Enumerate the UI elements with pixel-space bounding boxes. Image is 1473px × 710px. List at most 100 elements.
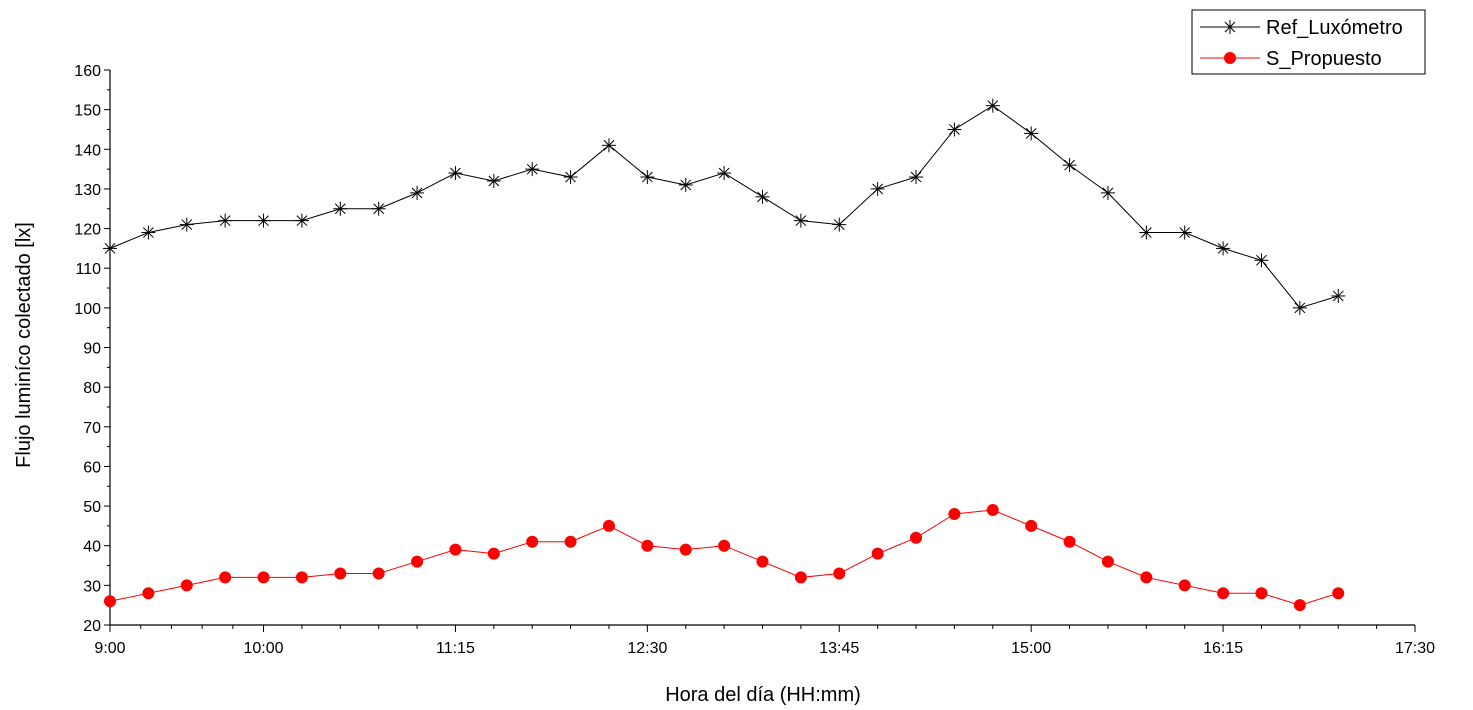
data-point xyxy=(295,571,308,584)
x-axis-title: Hora del día (HH:mm) xyxy=(665,684,861,706)
y-axis-title: Flujo luminíco colectado [lx] xyxy=(13,222,35,468)
data-point xyxy=(717,166,732,181)
y-tick-label: 110 xyxy=(75,261,101,278)
data-point xyxy=(180,579,193,592)
data-point xyxy=(334,567,347,580)
series-layer xyxy=(103,98,1346,612)
data-point xyxy=(218,213,233,228)
data-point xyxy=(486,174,501,188)
data-point xyxy=(1255,587,1268,600)
y-tick-label: 150 xyxy=(74,103,101,120)
data-point xyxy=(333,201,348,216)
data-point xyxy=(640,170,655,185)
y-tick-label: 130 xyxy=(74,182,101,199)
y-axis-ticks: 20 30 40 50 60 70 80 90 100 110 120 130 140 150 160 xyxy=(74,63,110,635)
y-tick-label: 100 xyxy=(74,301,101,318)
y-tick-label: 40 xyxy=(83,539,101,556)
legend-entry-ref-luxometro: Ref_Luxómetro xyxy=(1200,17,1403,39)
x-tick-label: 10:00 xyxy=(244,640,284,657)
data-point xyxy=(755,189,770,204)
y-tick-label: 120 xyxy=(74,222,101,239)
data-point xyxy=(1063,535,1076,548)
legend-marker-ref-luxometro xyxy=(1223,20,1237,34)
legend-asterisk-icon xyxy=(1223,20,1237,34)
data-point xyxy=(833,567,846,580)
data-point xyxy=(871,547,884,560)
data-point xyxy=(756,555,769,568)
y-tick-label: 60 xyxy=(83,459,101,476)
data-point xyxy=(794,571,807,584)
data-point xyxy=(487,547,500,560)
series-line-ref-lux-metro xyxy=(109,105,1339,309)
data-point xyxy=(410,185,425,200)
data-point xyxy=(564,535,577,548)
data-point xyxy=(526,535,539,548)
data-point xyxy=(104,595,116,608)
legend-marker-s-propuesto xyxy=(1224,52,1236,64)
data-point xyxy=(1217,587,1230,600)
data-point xyxy=(909,170,924,185)
data-point xyxy=(1024,126,1039,141)
y-tick-label: 160 xyxy=(74,63,101,80)
series-line-s-propuesto xyxy=(109,509,1339,606)
data-point xyxy=(602,519,615,532)
data-point xyxy=(1025,519,1038,532)
data-point xyxy=(679,543,692,556)
x-tick-label: 12:30 xyxy=(627,640,667,657)
data-point xyxy=(1331,288,1346,303)
data-point xyxy=(411,555,424,568)
data-point xyxy=(1139,225,1154,240)
data-point xyxy=(372,567,385,580)
data-point xyxy=(525,162,540,177)
data-point xyxy=(1100,185,1115,200)
data-point xyxy=(947,122,962,137)
data-point xyxy=(1062,158,1077,173)
data-point xyxy=(985,98,1000,113)
legend-entry-s-propuesto: S_Propuesto xyxy=(1200,48,1382,70)
series-s-propuesto xyxy=(104,504,1345,612)
data-point xyxy=(1254,253,1269,268)
data-point xyxy=(219,571,232,584)
data-point xyxy=(256,213,271,228)
data-point xyxy=(910,531,923,544)
data-point xyxy=(449,543,462,556)
data-point xyxy=(1293,599,1306,612)
data-point xyxy=(870,181,885,196)
data-point xyxy=(986,504,999,517)
data-point xyxy=(563,170,578,185)
y-tick-label: 90 xyxy=(83,341,101,358)
x-tick-label: 16:15 xyxy=(1203,640,1243,657)
data-point xyxy=(948,508,961,520)
x-tick-label: 17:30 xyxy=(1395,640,1435,657)
data-point xyxy=(371,201,386,216)
data-point xyxy=(1101,555,1114,568)
y-tick-label: 140 xyxy=(74,142,101,159)
data-point xyxy=(678,177,693,192)
data-point xyxy=(294,213,309,228)
legend-label-s-propuesto: S_Propuesto xyxy=(1266,48,1382,70)
data-point xyxy=(179,217,194,232)
data-point xyxy=(601,138,616,153)
x-axis-ticks: 9:00 10:00 11:15 12:30 13:45 15:00 16:15 17:30 xyxy=(94,625,1435,657)
y-tick-label: 80 xyxy=(83,380,101,397)
x-tick-label: 15:00 xyxy=(1011,640,1051,657)
data-point xyxy=(1178,579,1191,592)
x-tick-label: 13:45 xyxy=(819,640,859,657)
legend-label-ref-luxometro: Ref_Luxómetro xyxy=(1266,17,1403,39)
data-point xyxy=(793,213,808,228)
data-point xyxy=(1332,587,1345,600)
data-point xyxy=(1140,571,1153,584)
data-point xyxy=(103,241,117,256)
y-tick-label: 50 xyxy=(83,499,101,516)
data-point xyxy=(448,166,463,181)
legend: Ref_Luxómetro S_Propuesto xyxy=(1191,9,1426,75)
x-tick-label: 9:00 xyxy=(94,640,125,657)
data-point xyxy=(141,225,156,240)
y-tick-label: 20 xyxy=(83,618,101,635)
y-tick-label: 30 xyxy=(83,578,101,595)
data-point xyxy=(832,217,847,232)
x-tick-label: 11:15 xyxy=(436,640,475,657)
data-point xyxy=(641,539,654,552)
data-point xyxy=(718,539,731,552)
